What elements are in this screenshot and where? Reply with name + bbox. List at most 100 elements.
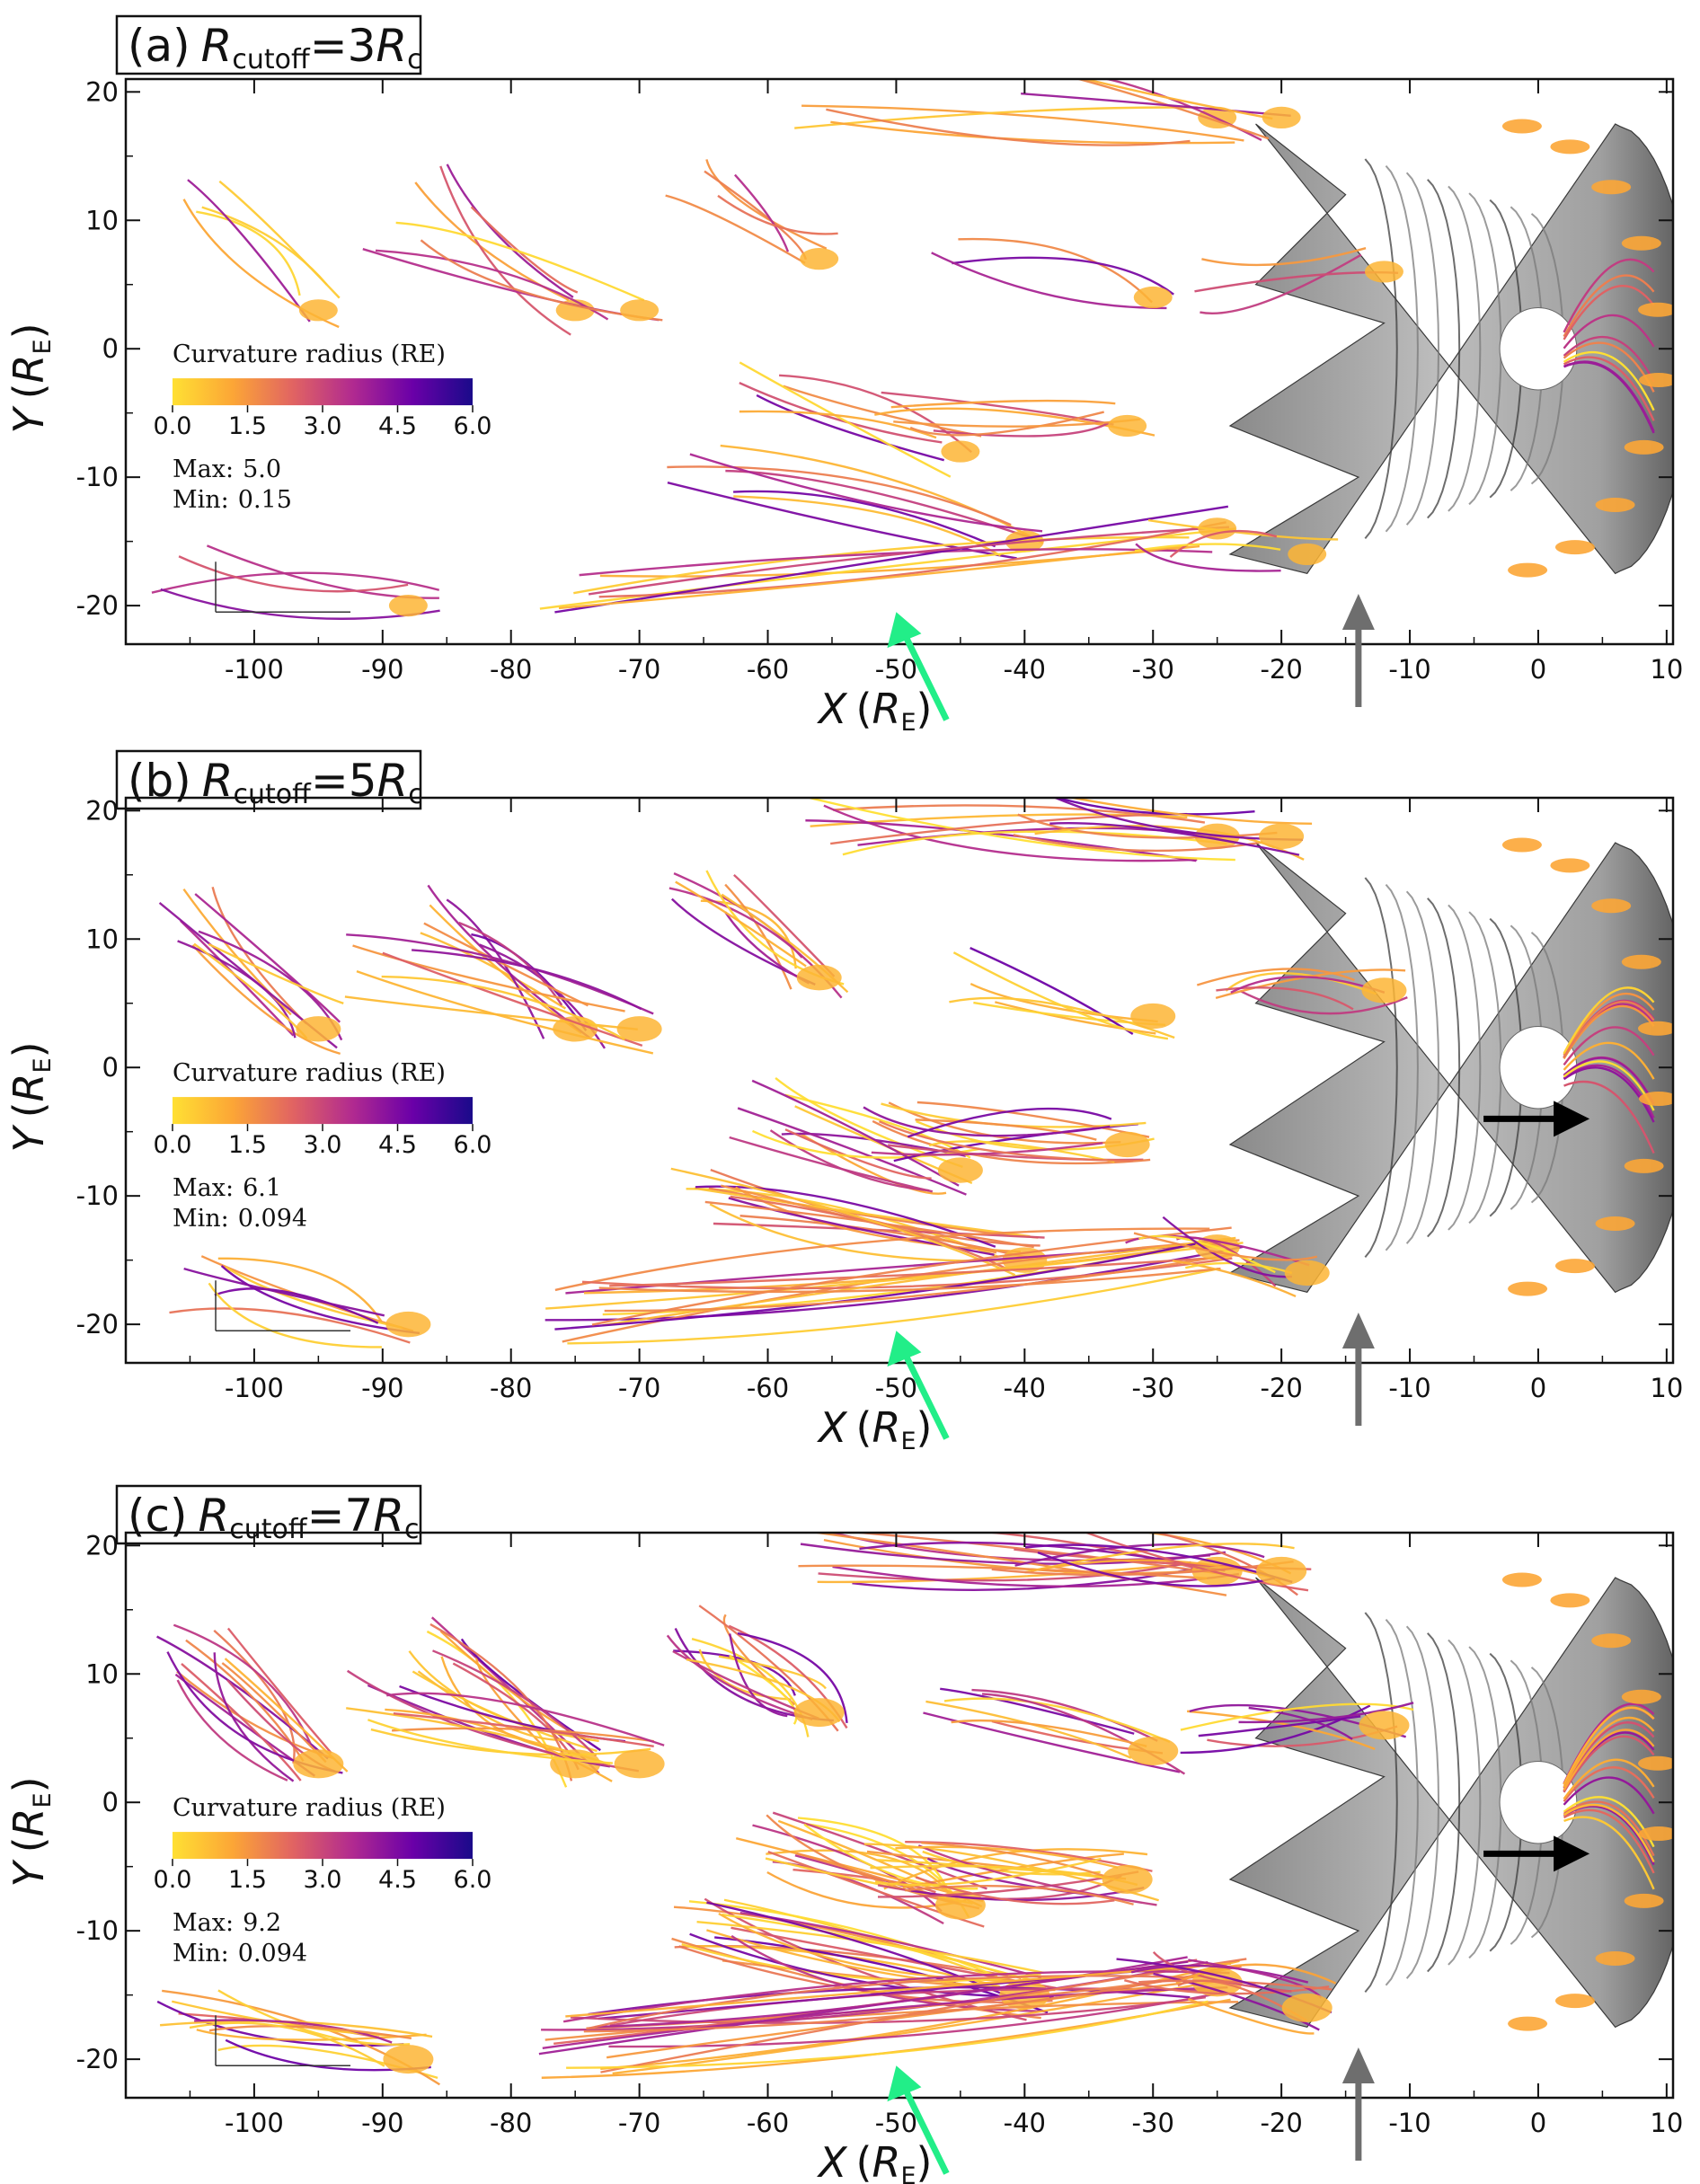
field-line (1201, 247, 1367, 267)
field-line (1081, 79, 1273, 120)
x-tick-label: -30 (1132, 654, 1174, 685)
x-tick-label: -70 (618, 2108, 660, 2138)
x-tick-label: -100 (225, 2108, 284, 2138)
field-line-bundle (1621, 1689, 1661, 1704)
field-line-bundle (1595, 497, 1635, 512)
field-line (391, 1727, 654, 1743)
field-line (916, 1101, 1150, 1138)
field-line-bundle (1130, 1003, 1176, 1030)
field-line (698, 1649, 792, 1701)
field-line (178, 555, 409, 593)
x-tick-label: -10 (1388, 654, 1430, 685)
field-line-bundle (1591, 180, 1632, 195)
magnetosphere-contour (1448, 1639, 1482, 1966)
field-line (414, 181, 570, 301)
field-line (213, 1652, 295, 1782)
field-line (940, 1687, 1135, 1735)
magnetosphere-contour (1405, 890, 1440, 1244)
field-line (667, 482, 1017, 560)
magnetosphere-contour (1405, 1625, 1440, 1979)
y-tick-label: -10 (76, 1180, 119, 1211)
field-line (1563, 1803, 1655, 1863)
axis-triad (215, 2015, 351, 2067)
plot-frame (124, 77, 1675, 646)
field-line (220, 1265, 421, 1335)
field-line (566, 2000, 1209, 2069)
field-line (1238, 1702, 1414, 1724)
field-line (1563, 1041, 1655, 1080)
magnetosphere-body (1228, 123, 1673, 575)
field-line (381, 975, 625, 1041)
field-line (863, 1106, 1111, 1137)
field-line (890, 399, 1116, 409)
field-line (915, 1119, 1097, 1141)
field-line (470, 206, 579, 294)
y-tick-label: -10 (76, 462, 119, 492)
field-lines (151, 79, 1673, 620)
green-arrow-head (887, 2065, 922, 2102)
field-line (439, 165, 571, 336)
green-arrow-shaft (900, 630, 950, 721)
field-line-bundle (1259, 823, 1305, 850)
min-stat: Min: 0.15 (173, 486, 292, 514)
field-line (933, 420, 1112, 438)
field-lines (156, 1533, 1673, 2086)
field-line (458, 921, 563, 1006)
field-line (169, 1307, 411, 1344)
magnetosphere-surface (1228, 842, 1673, 1294)
colorbar-tick-label: 0.0 (154, 1131, 192, 1159)
magnetosphere-contour (1448, 185, 1482, 512)
field-line (356, 970, 654, 1055)
field-line (878, 1120, 1134, 1163)
field-line (681, 1943, 1041, 1983)
field-line (1021, 92, 1291, 118)
field-line (1175, 1963, 1337, 1985)
field-line-bundle (1554, 1994, 1595, 2009)
colorbar-tick-label: 3.0 (304, 412, 342, 440)
field-line (1198, 1715, 1361, 1737)
field-line (830, 812, 1188, 845)
field-line (921, 1841, 1108, 1879)
field-line (1563, 1026, 1655, 1066)
field-line (1563, 1729, 1655, 1791)
field-line (196, 210, 301, 296)
x-tick-label: -40 (1004, 1373, 1046, 1403)
field-line (1075, 79, 1270, 140)
green-arrow-shaft (900, 1348, 950, 1440)
field-line-bundle (1638, 302, 1673, 317)
field-line (412, 949, 642, 1011)
field-line (1169, 529, 1278, 558)
field-line-bundle (1288, 543, 1327, 566)
field-line-bundle (800, 248, 839, 270)
field-line (952, 256, 1174, 296)
field-line-bundle (1554, 540, 1595, 555)
x-tick-label: -100 (225, 654, 284, 685)
max-stat: Max: 9.2 (173, 1909, 281, 1937)
field-line-bundle (1501, 1572, 1542, 1587)
field-line (739, 382, 943, 444)
field-line (423, 922, 589, 1007)
field-line (344, 995, 638, 1030)
field-line (970, 947, 1134, 1035)
field-line (766, 1849, 949, 1892)
field-line (1563, 335, 1655, 383)
field-line-bundle (1361, 977, 1407, 1004)
field-line (221, 1662, 327, 1764)
field-line (446, 164, 574, 298)
colorbar-tick-label: 0.0 (154, 1866, 192, 1894)
field-line (612, 1977, 1231, 2075)
field-line-bundle (1550, 139, 1590, 155)
x-tick-label: -20 (1260, 654, 1302, 685)
x-tick-label: -60 (747, 2108, 789, 2138)
field-line (213, 1629, 296, 1764)
x-tick-label: -90 (361, 2108, 403, 2138)
field-line (1162, 1216, 1293, 1278)
field-line (722, 1913, 1040, 1984)
field-line (667, 465, 1012, 526)
magnetosphere-surface (1228, 1577, 1673, 2029)
colorbar: Curvature radius (RE) 0.0 1.5 3.0 4.5 6.0 Max:… (154, 1059, 492, 1233)
field-line (214, 1287, 379, 1324)
field-line (604, 1252, 1236, 1313)
x-tick-label: -50 (875, 654, 917, 685)
